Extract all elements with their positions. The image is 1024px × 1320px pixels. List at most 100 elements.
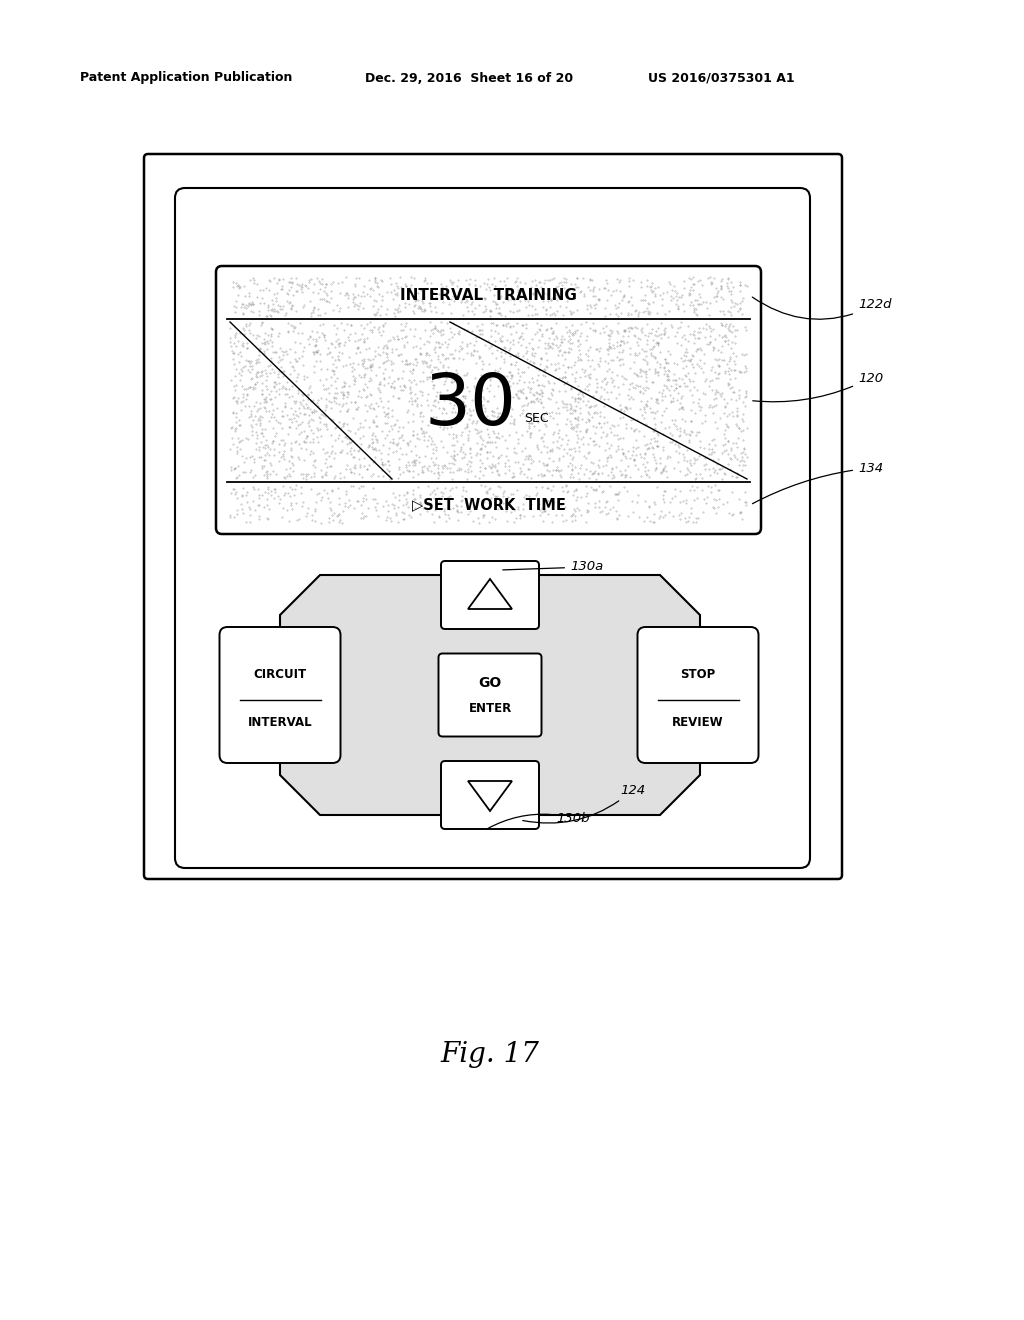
Point bbox=[535, 477, 551, 498]
Point bbox=[586, 430, 602, 451]
Point bbox=[506, 466, 522, 487]
Point bbox=[647, 458, 664, 479]
Point bbox=[366, 289, 382, 310]
Point bbox=[711, 488, 727, 510]
Point bbox=[589, 403, 605, 424]
Point bbox=[588, 293, 604, 314]
Point bbox=[582, 367, 598, 388]
Point bbox=[404, 391, 421, 412]
Point bbox=[367, 437, 383, 458]
Point bbox=[409, 352, 425, 374]
Point bbox=[406, 483, 422, 504]
Point bbox=[346, 391, 362, 412]
Point bbox=[549, 413, 565, 434]
Point bbox=[452, 374, 468, 395]
Point bbox=[530, 384, 547, 405]
Point bbox=[422, 367, 438, 388]
Point bbox=[317, 442, 334, 463]
Point bbox=[470, 508, 486, 529]
Point bbox=[300, 277, 316, 298]
Point bbox=[308, 393, 325, 414]
Point bbox=[506, 441, 522, 462]
Point bbox=[447, 285, 464, 306]
Point bbox=[468, 490, 484, 511]
Point bbox=[549, 437, 565, 458]
Point bbox=[659, 366, 676, 387]
Point bbox=[549, 289, 565, 310]
Point bbox=[646, 446, 663, 467]
Point bbox=[557, 272, 573, 293]
Point bbox=[514, 441, 530, 462]
Point bbox=[701, 267, 718, 288]
Point bbox=[237, 461, 253, 482]
Point bbox=[649, 388, 666, 409]
Point bbox=[663, 376, 679, 397]
Point bbox=[326, 363, 342, 384]
Point bbox=[263, 455, 280, 477]
Point bbox=[476, 286, 493, 308]
Point bbox=[669, 418, 685, 440]
Point bbox=[526, 269, 543, 290]
Point bbox=[626, 449, 642, 470]
Point bbox=[455, 348, 471, 370]
Point bbox=[384, 359, 400, 380]
Point bbox=[318, 418, 335, 440]
Point bbox=[375, 314, 391, 335]
Point bbox=[439, 411, 456, 432]
Point bbox=[504, 354, 520, 375]
Point bbox=[643, 322, 659, 343]
Point bbox=[534, 441, 550, 462]
Point bbox=[617, 368, 634, 389]
Point bbox=[406, 451, 422, 473]
Point bbox=[437, 348, 454, 370]
Point bbox=[647, 284, 664, 305]
Point bbox=[317, 290, 334, 312]
Point bbox=[483, 453, 500, 474]
Point bbox=[632, 360, 648, 381]
Point bbox=[586, 479, 602, 500]
Point bbox=[258, 429, 274, 450]
Point bbox=[578, 512, 594, 533]
Point bbox=[527, 484, 544, 506]
Point bbox=[258, 366, 274, 387]
Point bbox=[698, 318, 715, 339]
Point bbox=[672, 376, 688, 397]
Point bbox=[415, 421, 431, 442]
Point bbox=[389, 276, 406, 297]
Point bbox=[639, 352, 655, 374]
Point bbox=[349, 490, 366, 511]
Point bbox=[228, 441, 245, 462]
Point bbox=[291, 424, 307, 445]
Point bbox=[228, 487, 245, 508]
Point bbox=[671, 286, 687, 308]
Point bbox=[637, 457, 653, 478]
Point bbox=[288, 391, 304, 412]
Point bbox=[583, 294, 599, 315]
Point bbox=[427, 440, 443, 461]
Point bbox=[566, 321, 583, 342]
Point bbox=[319, 290, 336, 312]
Point bbox=[458, 289, 474, 310]
Point bbox=[412, 486, 428, 507]
Point bbox=[485, 284, 502, 305]
Point bbox=[479, 432, 496, 453]
Point bbox=[278, 305, 294, 326]
Point bbox=[301, 416, 317, 437]
Point bbox=[238, 348, 254, 370]
Point bbox=[565, 446, 582, 467]
Point bbox=[642, 511, 658, 532]
Point bbox=[406, 326, 422, 347]
Point bbox=[610, 436, 627, 457]
Point bbox=[301, 432, 317, 453]
Point bbox=[644, 292, 660, 313]
Point bbox=[229, 343, 246, 364]
Point bbox=[265, 430, 282, 451]
Point bbox=[473, 368, 489, 389]
Point bbox=[686, 333, 702, 354]
Point bbox=[382, 507, 398, 528]
Point bbox=[426, 462, 442, 483]
Point bbox=[242, 504, 258, 525]
Point bbox=[328, 388, 344, 409]
Point bbox=[630, 305, 646, 326]
Point bbox=[648, 401, 665, 422]
